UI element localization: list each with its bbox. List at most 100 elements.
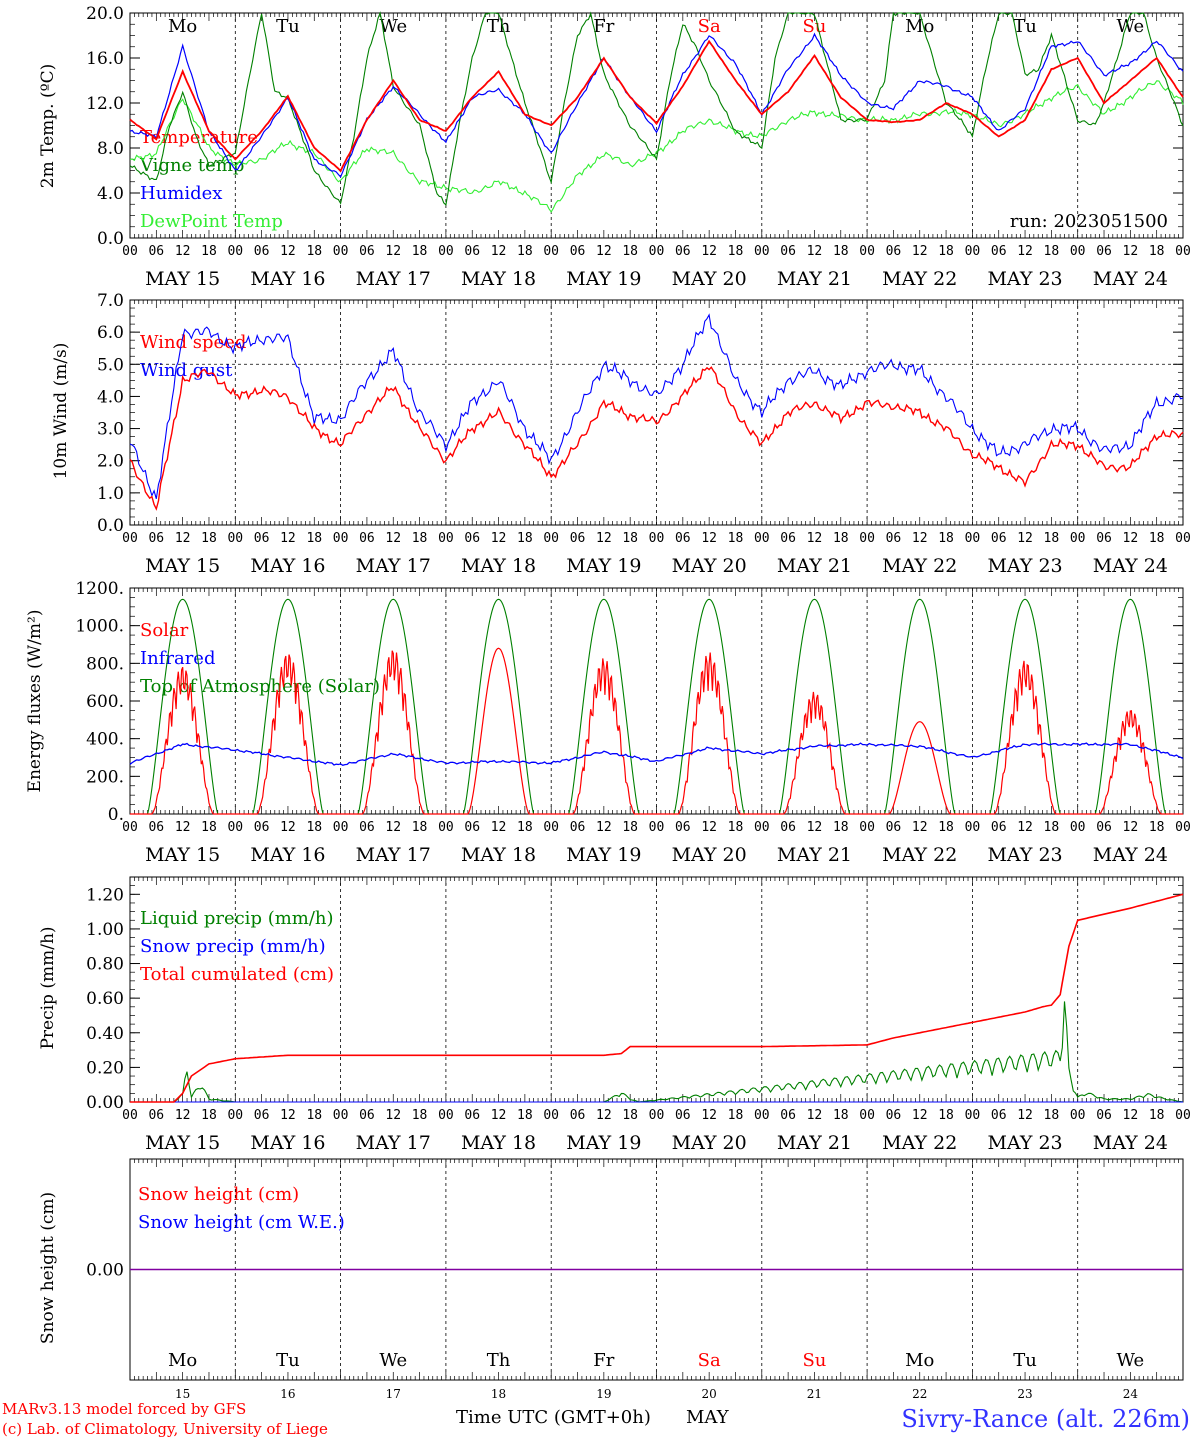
hour-label: 18 — [1149, 820, 1165, 835]
date-label: MAY 17 — [356, 555, 431, 577]
series-wind-gust — [129, 313, 1184, 499]
hour-label: 00 — [227, 820, 243, 835]
hour-label: 00 — [1175, 531, 1191, 546]
day-number: 23 — [1017, 1387, 1032, 1401]
hour-label: 18 — [201, 531, 217, 546]
hour-label: 06 — [675, 244, 691, 259]
hour-label: 18 — [412, 531, 428, 546]
legend-snow-height-we: Snow height (cm W.E.) — [138, 1212, 345, 1233]
hour-label: 00 — [122, 531, 138, 546]
hour-label: 00 — [333, 1108, 349, 1123]
date-label: MAY 24 — [1093, 1132, 1168, 1154]
hour-label: 12 — [912, 244, 928, 259]
hour-label: 06 — [464, 1108, 480, 1123]
date-label: MAY 23 — [987, 1132, 1062, 1154]
legend-temperature: Temperature — [140, 127, 258, 148]
snow-ylabel: Snow height (cm) — [38, 1192, 58, 1344]
hour-label: 18 — [306, 820, 322, 835]
hour-label: 12 — [701, 244, 717, 259]
hour-label: 06 — [780, 244, 796, 259]
hour-label: 18 — [1044, 1108, 1060, 1123]
hour-label: 00 — [1070, 244, 1086, 259]
hour-label: 06 — [148, 244, 164, 259]
ytick-label: 1200. — [75, 579, 124, 599]
hour-label: 06 — [359, 820, 375, 835]
hour-label: 18 — [1149, 531, 1165, 546]
day-name-bottom: Tu — [1013, 1350, 1037, 1371]
hour-label: 06 — [148, 1108, 164, 1123]
day-number: 19 — [596, 1387, 611, 1401]
date-label: MAY 23 — [987, 555, 1062, 577]
hour-label: 06 — [780, 820, 796, 835]
hour-label: 00 — [438, 531, 454, 546]
hour-label: 06 — [675, 820, 691, 835]
hour-label: 00 — [965, 820, 981, 835]
date-label: MAY 23 — [987, 844, 1062, 866]
model-credit: MARv3.13 model forced by GFS — [2, 1400, 246, 1418]
hour-label: 18 — [728, 531, 744, 546]
hour-label: 06 — [464, 244, 480, 259]
chart-marks: 0.0 4.0 8.0 12.0 16.0 20.0 0.0 1.0 2.0 3.0 4.0 5.0 6… — [75, 4, 1191, 1401]
hour-label: 06 — [675, 1108, 691, 1123]
hour-label: 18 — [517, 531, 533, 546]
hour-label: 00 — [543, 1108, 559, 1123]
hour-label: 06 — [1096, 244, 1112, 259]
legend-infrared: Infrared — [140, 648, 215, 669]
date-label: MAY 16 — [250, 268, 325, 290]
hour-label: 18 — [517, 1108, 533, 1123]
hour-label: 06 — [991, 820, 1007, 835]
hour-label: 06 — [254, 531, 270, 546]
hour-label: 12 — [385, 531, 401, 546]
hour-label: 00 — [859, 244, 875, 259]
hour-label: 06 — [464, 820, 480, 835]
legend-total-cumulated: Total cumulated (cm) — [140, 964, 334, 985]
hour-label: 18 — [201, 820, 217, 835]
station-label: Sivry-Rance (alt. 226m) — [901, 1405, 1190, 1433]
day-name-bottom: Mo — [168, 1350, 197, 1371]
ytick-label: 1.00 — [86, 920, 124, 940]
hour-label: 12 — [280, 244, 296, 259]
hour-label: 18 — [622, 1108, 638, 1123]
hour-label: 12 — [807, 531, 823, 546]
hour-label: 00 — [1070, 531, 1086, 546]
hour-label: 00 — [438, 244, 454, 259]
day-name-top: Fr — [593, 16, 614, 37]
hour-label: 18 — [306, 244, 322, 259]
day-name-bottom: Th — [487, 1350, 511, 1371]
footer: MARv3.13 model forced by GFS (c) Lab. of… — [2, 1400, 1190, 1438]
date-label: MAY 19 — [566, 555, 641, 577]
ytick-label: 600. — [86, 692, 124, 712]
date-label: MAY 19 — [566, 844, 641, 866]
hour-label: 18 — [833, 820, 849, 835]
hour-label: 12 — [701, 531, 717, 546]
hour-label: 06 — [886, 820, 902, 835]
hour-label: 06 — [886, 1108, 902, 1123]
day-name-top: We — [1117, 16, 1145, 37]
date-label: MAY 21 — [777, 1132, 852, 1154]
hour-label: 12 — [491, 820, 507, 835]
hour-label: 06 — [148, 820, 164, 835]
hour-label: 18 — [201, 244, 217, 259]
precip-panel: Precip (mm/h) Liquid precip (mm/h) Snow … — [38, 908, 334, 1050]
day-number: 24 — [1123, 1387, 1139, 1401]
day-name-top: Mo — [168, 16, 197, 37]
hour-label: 00 — [754, 531, 770, 546]
ytick-label: 200. — [86, 767, 124, 787]
hour-label: 06 — [991, 244, 1007, 259]
ytick-label: 0.40 — [86, 1024, 124, 1044]
hour-label: 00 — [438, 820, 454, 835]
hour-label: 18 — [412, 244, 428, 259]
hour-label: 00 — [1175, 1108, 1191, 1123]
hour-label: 00 — [543, 244, 559, 259]
hour-label: 12 — [912, 820, 928, 835]
legend-snow-precip: Snow precip (mm/h) — [140, 936, 326, 957]
temperature-ylabel: 2m Temp. (ºC) — [38, 64, 58, 189]
ytick-label: 2.0 — [97, 452, 124, 472]
hour-label: 00 — [1175, 244, 1191, 259]
temperature-panel: 2m Temp. (ºC) Temperature Vigne temp Hum… — [38, 64, 1168, 232]
hour-label: 00 — [227, 531, 243, 546]
date-label: MAY 18 — [461, 1132, 536, 1154]
date-label: MAY 17 — [356, 268, 431, 290]
hour-label: 18 — [1149, 1108, 1165, 1123]
